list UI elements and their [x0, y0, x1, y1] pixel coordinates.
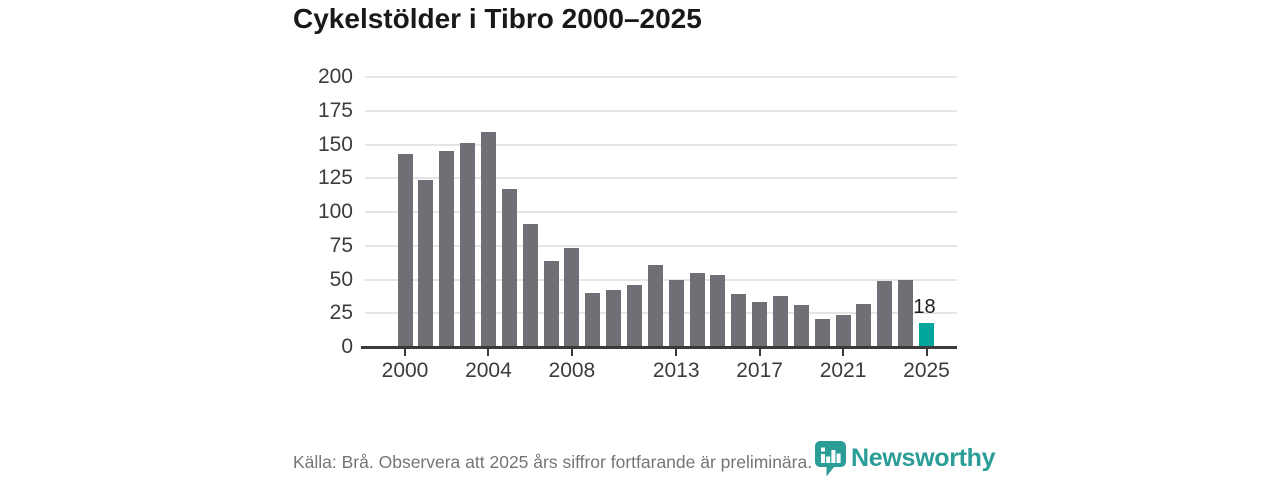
y-axis-label-50: 50 — [329, 267, 353, 291]
bar-2003 — [460, 143, 476, 347]
gridline-200 — [365, 76, 957, 78]
x-tick-2021 — [842, 347, 845, 356]
bar-2025 — [919, 322, 934, 347]
y-axis-label-0: 0 — [341, 335, 353, 358]
bar-2008 — [564, 248, 580, 347]
bar-2021 — [835, 314, 851, 347]
x-tick-2013 — [675, 347, 678, 356]
newsworthy-bubble-bars-icon — [815, 441, 846, 477]
x-tick-2008 — [570, 347, 573, 356]
bar-2013 — [668, 279, 684, 347]
bar-2010 — [606, 290, 622, 347]
x-axis-label-2017: 2017 — [736, 359, 783, 382]
x-tick-2017 — [758, 347, 761, 356]
x-axis-label-2013: 2013 — [652, 359, 700, 382]
x-axis-label-2004: 2004 — [465, 359, 512, 382]
x-axis-label-2008: 2008 — [548, 359, 596, 382]
x-axis-line — [361, 346, 957, 349]
x-axis-label-2021: 2021 — [819, 359, 867, 382]
bar-2023 — [877, 280, 893, 347]
y-axis-label-100: 100 — [317, 200, 353, 223]
bar-2001 — [418, 179, 434, 347]
bar-2007 — [543, 260, 559, 347]
bar-2002 — [439, 151, 455, 347]
x-axis-label-2025: 2025 — [903, 359, 950, 382]
x-tick-2000 — [404, 347, 406, 356]
y-axis-label-125: 125 — [317, 166, 353, 190]
y-axis-label-175: 175 — [317, 98, 353, 122]
bar-2012 — [647, 264, 663, 347]
bar-chart-plot-area: 0 25 50 75 100 125 150 175 200 2000 2004 2008 2013 20… — [318, 65, 957, 382]
chart-title: Cykelstölder i Tibro 2000–2025 — [293, 3, 702, 34]
y-axis-label-150: 150 — [317, 132, 353, 156]
x-tick-2025 — [925, 347, 928, 356]
y-axis-label-25: 25 — [329, 301, 353, 325]
y-axis-label-200: 200 — [317, 65, 353, 88]
gridline-125 — [365, 177, 957, 180]
source-note: Källa: Brå. Observera att 2025 års siffr… — [293, 452, 813, 472]
bar-2005 — [501, 189, 517, 347]
bar-2016 — [731, 294, 747, 347]
bar-2017 — [752, 302, 768, 347]
bar-2019 — [793, 305, 809, 347]
bar-2020 — [814, 318, 830, 347]
newsworthy-logo[interactable]: Newsworthy — [815, 441, 996, 477]
bar-2004 — [480, 132, 496, 347]
bar-2014 — [689, 272, 705, 347]
bar-2011 — [626, 284, 642, 347]
newsworthy-wordmark: Newsworthy — [851, 444, 996, 472]
bar-2000 — [397, 153, 413, 347]
bar-2015 — [710, 275, 726, 347]
y-axis-label-75: 75 — [329, 233, 353, 257]
gridline-150 — [365, 143, 957, 146]
bar-2024 — [898, 279, 914, 347]
gridline-175 — [365, 109, 957, 112]
value-label-2025: 18 — [913, 295, 936, 318]
gridline-100 — [365, 211, 957, 213]
x-tick-2004 — [487, 347, 490, 356]
x-axis-label-2000: 2000 — [381, 359, 429, 382]
bar-2006 — [522, 224, 538, 347]
bar-2022 — [856, 303, 872, 347]
bar-2009 — [585, 293, 601, 347]
bar-2018 — [772, 295, 788, 347]
gridline-75 — [365, 244, 957, 247]
